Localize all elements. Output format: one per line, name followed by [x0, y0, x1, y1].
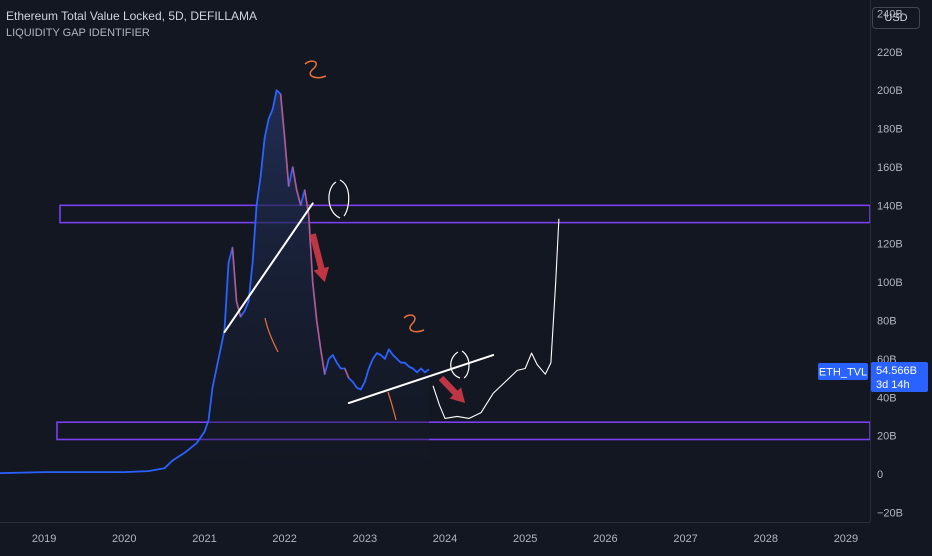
price-scale[interactable]: 240B 220B 200B 180B 160B 140B 120B 100B 80B 60B 40…: [870, 0, 932, 522]
time-tick-label: 2029: [834, 533, 858, 545]
annotation-peak-mark: [304, 60, 327, 79]
annotation-swing-mark: [403, 314, 425, 333]
price-tick-label: 120B: [877, 239, 903, 251]
price-tick-label: 60B: [877, 354, 897, 366]
price-tick-label: 100B: [877, 277, 903, 289]
chart-canvas[interactable]: [0, 0, 871, 522]
time-scale-canvas[interactable]: 2019 2020 2021 2022 2023 2024 2025 2026 2027 2028…: [0, 523, 870, 551]
time-tick-label: 2021: [192, 533, 216, 545]
currency-selector[interactable]: USD: [872, 7, 920, 29]
annotation-wick-right: [387, 391, 397, 421]
down-segment: [283, 138, 290, 187]
trendline-1[interactable]: [223, 202, 314, 334]
arrow-1[interactable]: [305, 232, 333, 284]
time-tick-label: 2020: [112, 533, 136, 545]
time-tick-label: 2028: [754, 533, 778, 545]
arrow-shape: [309, 233, 330, 283]
price-tick-label: 180B: [877, 124, 903, 136]
down-segment: [344, 368, 350, 379]
price-tick-label: 80B: [877, 315, 897, 327]
time-tick-label: 2025: [513, 533, 537, 545]
annotation-wick-left: [264, 317, 279, 353]
price-tick-label: 40B: [877, 392, 897, 404]
time-tick-label: 2026: [593, 533, 617, 545]
price-tick-label: 200B: [877, 85, 903, 97]
down-segment: [316, 320, 322, 350]
down-segment: [308, 214, 314, 283]
time-tick-label: 2019: [32, 533, 56, 545]
down-segment: [312, 282, 318, 321]
annotation-circle-left: [328, 179, 350, 219]
time-tick-label: 2024: [433, 533, 457, 545]
projection-path[interactable]: [432, 218, 560, 419]
annotation-circle-right: [450, 350, 470, 379]
down-segment: [320, 349, 326, 375]
price-tick-label: 20B: [877, 431, 897, 443]
liquidity-zone-2[interactable]: [56, 421, 871, 441]
tvl-area-fill: [0, 90, 429, 475]
arrow-shape: [438, 375, 466, 404]
chart-title: Ethereum Total Value Locked, 5D, DEFILLA…: [6, 9, 258, 23]
down-segment: [231, 247, 238, 302]
time-scale[interactable]: 2019 2020 2021 2022 2023 2024 2025 2026 2027 2028…: [0, 522, 870, 550]
down-segment: [279, 93, 286, 139]
time-tick-label: 2027: [673, 533, 697, 545]
arrow-2[interactable]: [435, 373, 471, 409]
down-segment: [291, 166, 298, 191]
time-tick-label: 2023: [353, 533, 377, 545]
price-tick-label: 160B: [877, 162, 903, 174]
price-tick-label: 240B: [877, 8, 903, 20]
price-tick-label: 220B: [877, 47, 903, 59]
price-tick-label: 140B: [877, 200, 903, 212]
down-segment: [235, 301, 242, 317]
price-tick-label: −20B: [877, 507, 903, 519]
time-tick-label: 2022: [272, 533, 296, 545]
liquidity-zone-1[interactable]: [59, 204, 871, 224]
price-scale-canvas[interactable]: 240B 220B 200B 180B 160B 140B 120B 100B 80B 60B 40…: [871, 0, 932, 522]
price-tick-label: 0: [877, 469, 883, 481]
indicator-name: LIQUIDITY GAP IDENTIFIER: [6, 27, 150, 39]
down-segment: [296, 189, 302, 206]
chart-pane[interactable]: Ethereum Total Value Locked, 5D, DEFILLA…: [0, 0, 871, 522]
hand-drawn-annotations: [264, 60, 470, 421]
